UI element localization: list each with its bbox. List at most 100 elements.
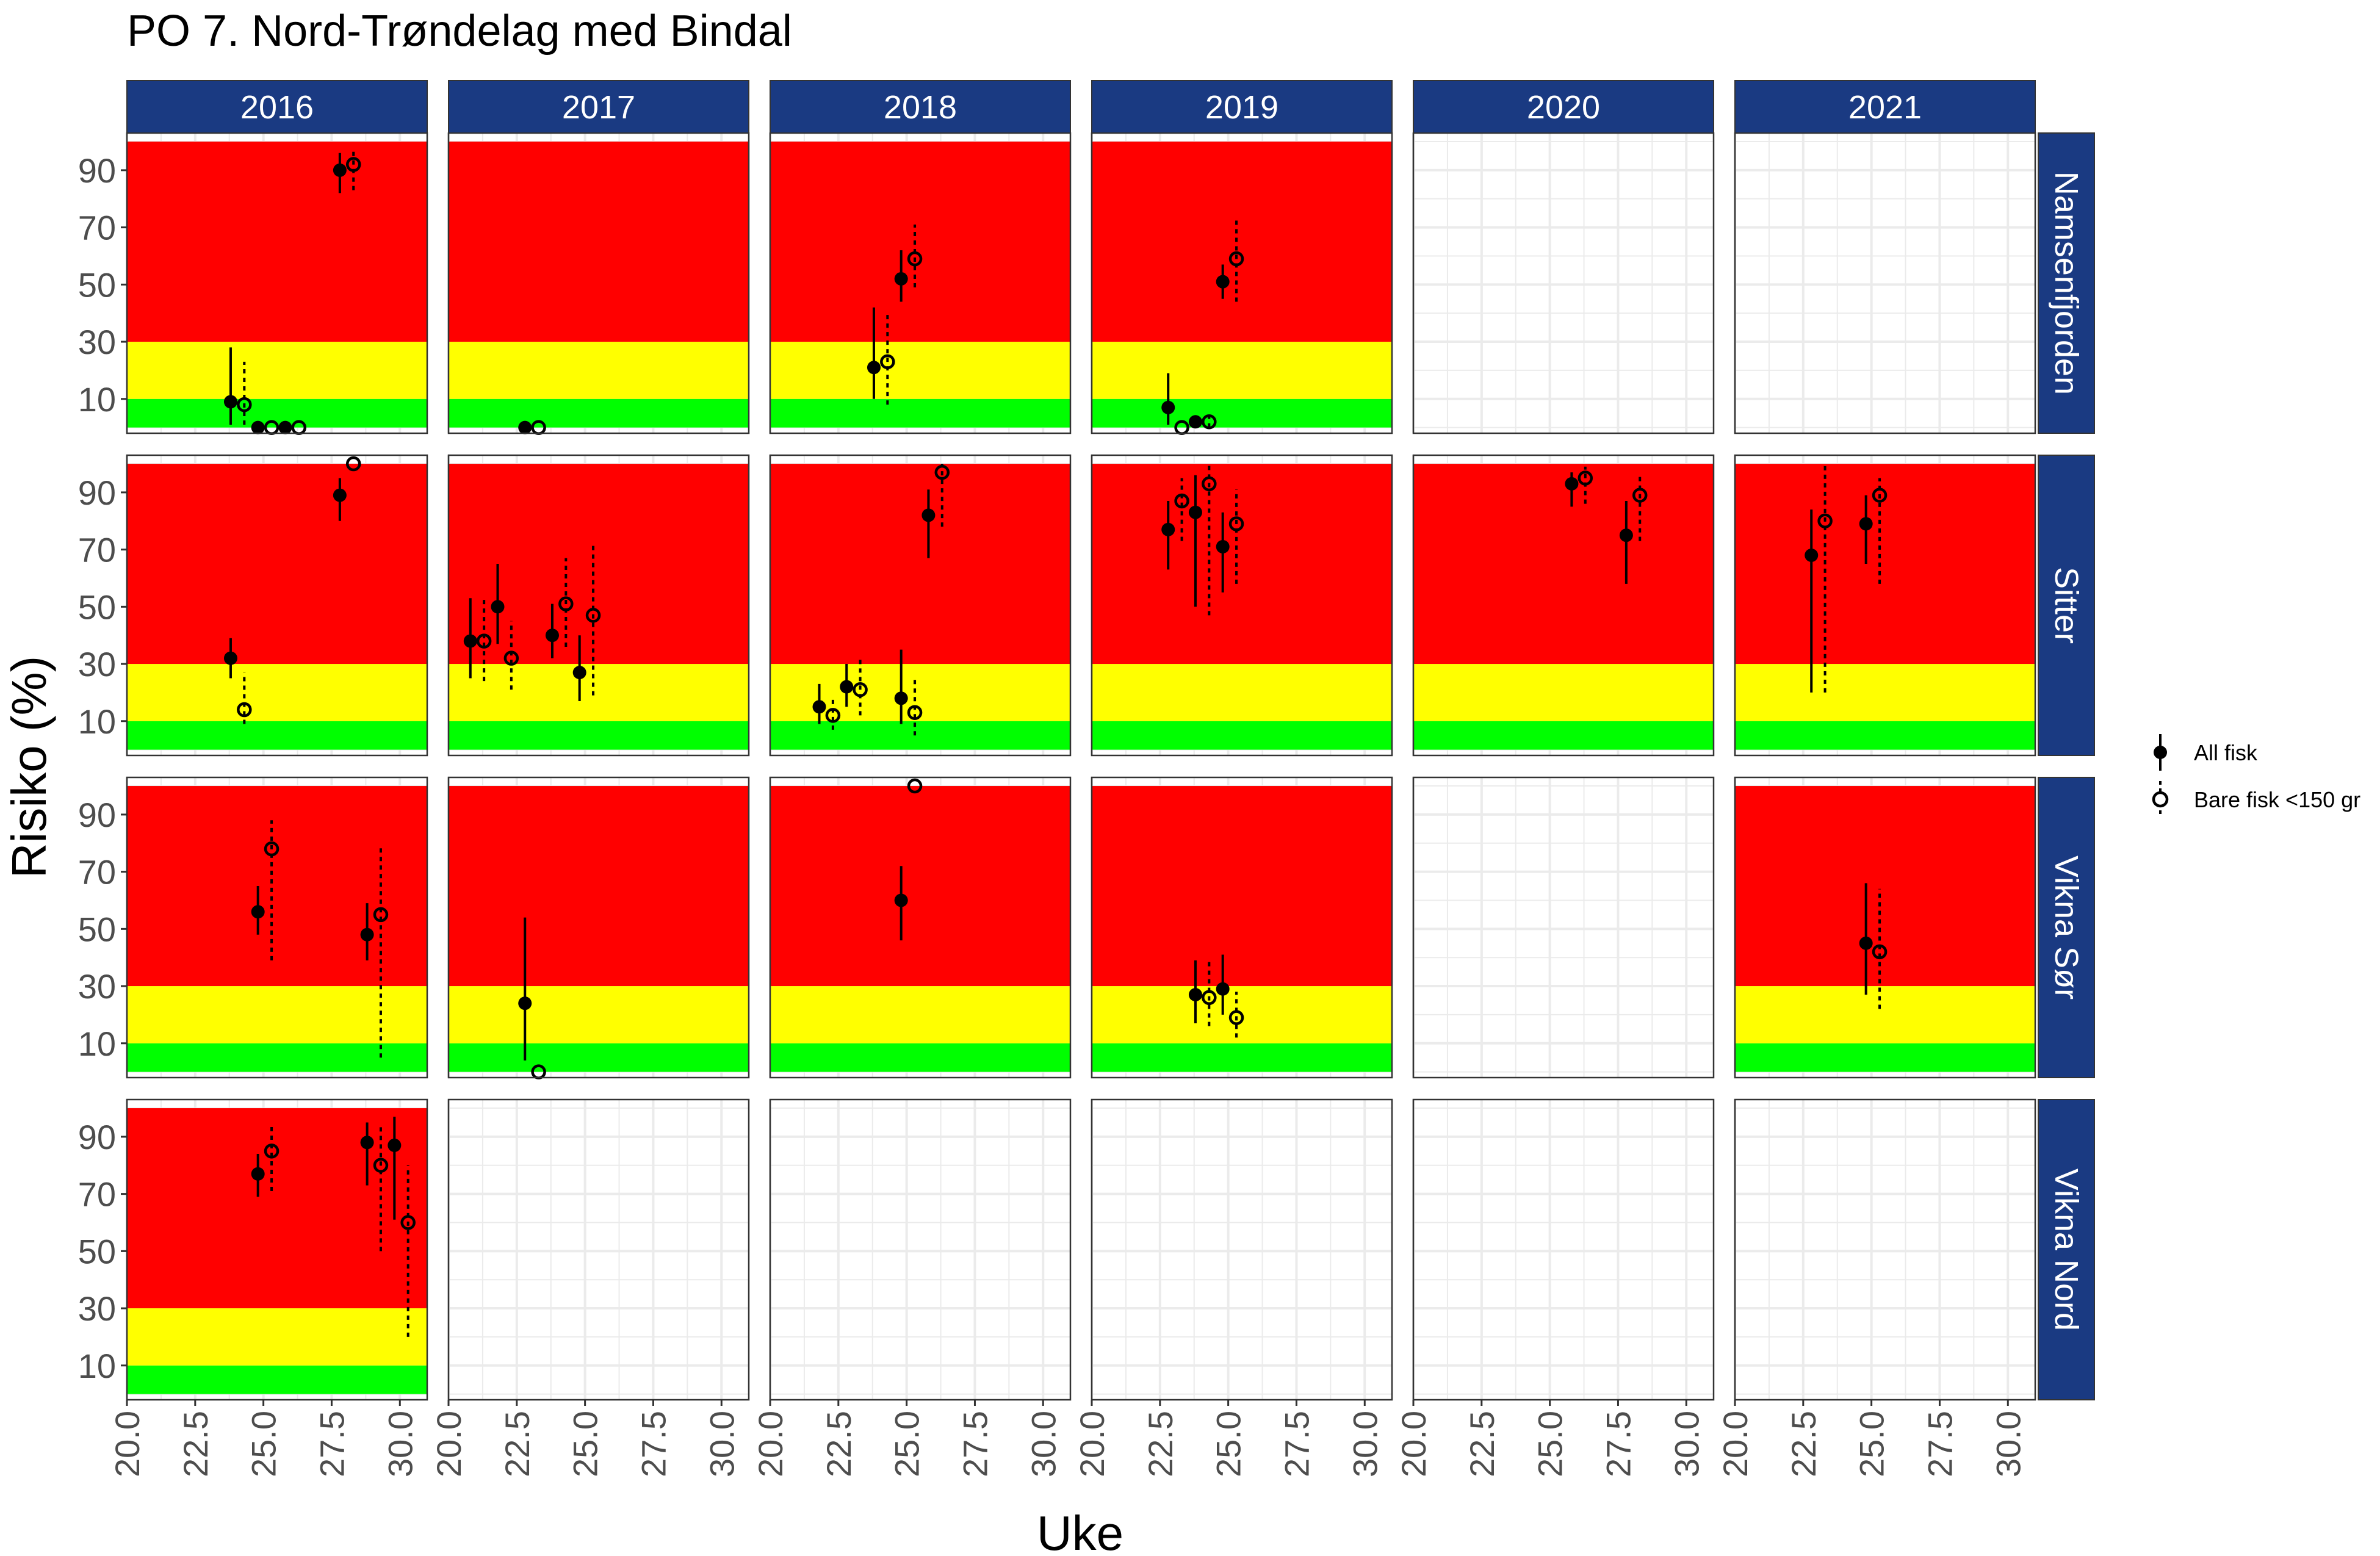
risk-band-red: [1413, 464, 1714, 665]
risk-band-yellow: [127, 664, 427, 721]
point-all-fisk: [1805, 549, 1819, 562]
panel-border: [126, 454, 428, 757]
y-tick-label: 50: [78, 588, 116, 626]
point-bare-fisk: [1228, 251, 1244, 267]
point-all-fisk: [360, 927, 374, 942]
x-tick-label: 30.0: [1346, 1411, 1384, 1477]
x-tick-label: 27.5: [1277, 1411, 1316, 1477]
point-all-fisk: [1188, 505, 1202, 519]
risk-band-red: [1092, 142, 1392, 342]
point-all-fisk: [1161, 522, 1175, 536]
panel-border: [1412, 454, 1715, 757]
year-strip-label: 2016: [240, 89, 314, 126]
panel-2020-sitter: [1412, 454, 1715, 757]
year-strip: [1734, 80, 2036, 134]
point-bare-fisk: [1202, 476, 1217, 492]
point-all-fisk: [1216, 982, 1230, 996]
point-all-fisk: [518, 996, 532, 1010]
panel-2018-vikna-nord: [769, 1098, 1072, 1401]
risk-band-green: [1092, 398, 1392, 428]
point-bare-fisk: [1578, 470, 1593, 486]
x-tick-label: 22.5: [1141, 1411, 1180, 1477]
panel-2020-vikna-nord: [1412, 1098, 1715, 1401]
x-tick-label: 30.0: [1989, 1411, 2027, 1477]
location-strip-label: Vikna Nord: [2048, 1169, 2085, 1331]
x-tick-label: 27.5: [634, 1411, 673, 1477]
risk-band-yellow: [1735, 986, 2035, 1043]
year-strip: [448, 80, 749, 134]
panel-2018-sitter: [769, 454, 1072, 757]
point-bare-fisk: [934, 464, 950, 480]
x-tick-label: 20.0: [751, 1411, 790, 1477]
point-bare-fisk: [907, 251, 923, 267]
point-bare-fisk: [585, 608, 601, 623]
panel-2021-sitter: [1734, 454, 2036, 757]
year-strip-label: 2017: [562, 89, 635, 126]
panel-2017-namsenfjorden: [447, 132, 750, 435]
point-all-fisk: [921, 508, 936, 522]
point-bare-fisk: [907, 705, 923, 720]
point-bare-fisk: [1202, 414, 1217, 430]
risk-band-yellow: [127, 1308, 427, 1366]
y-tick-label: 10: [78, 702, 116, 741]
risk-band-green: [1735, 721, 2035, 750]
point-bare-fisk: [345, 157, 361, 172]
point-bare-fisk: [1817, 513, 1833, 529]
risk-band-red: [770, 464, 1070, 665]
risk-band-green: [1735, 1043, 2035, 1072]
y-tick-label: 70: [78, 853, 116, 891]
panel-2017-vikna-sør: [447, 776, 750, 1079]
x-tick-label: 25.0: [566, 1411, 605, 1477]
point-all-fisk: [867, 361, 881, 375]
legend: All fisk Bare fisk <150 gr: [2152, 734, 2360, 818]
risk-band-yellow: [770, 342, 1070, 399]
point-bare-fisk: [264, 841, 279, 857]
x-tick-label: 22.5: [498, 1411, 536, 1477]
point-all-fisk: [333, 163, 347, 177]
point-all-fisk: [463, 634, 477, 648]
point-all-fisk: [894, 691, 908, 705]
y-tick-label: 50: [78, 265, 116, 304]
panel-border: [1091, 454, 1393, 757]
risk-band-red: [449, 142, 749, 342]
panel-2021-vikna-nord: [1734, 1098, 2036, 1401]
risk-band-yellow: [449, 986, 749, 1043]
year-strip: [770, 80, 1071, 134]
point-all-fisk: [1859, 517, 1873, 531]
y-tick-label: 50: [78, 910, 116, 948]
panel-border: [447, 454, 750, 757]
point-all-fisk: [1216, 539, 1230, 553]
point-bare-fisk: [237, 702, 252, 718]
x-tick-label: 22.5: [1463, 1411, 1501, 1477]
y-tick-label: 30: [78, 1289, 116, 1328]
risk-band-green: [1413, 721, 1714, 750]
x-tick-label: 20.0: [1073, 1411, 1111, 1477]
panel-2016-sitter: [126, 454, 428, 757]
point-all-fisk: [1188, 415, 1202, 429]
panel-background: [449, 1100, 749, 1400]
x-tick-label: 22.5: [176, 1411, 215, 1477]
x-axis-title: Uke: [1037, 1506, 1123, 1556]
legend-key-all-fisk-point: [2154, 746, 2167, 759]
point-all-fisk: [223, 651, 237, 665]
risk-band-yellow: [770, 986, 1070, 1043]
point-bare-fisk: [264, 1144, 279, 1159]
panel-2021-namsenfjorden: [1734, 132, 2036, 434]
panel-2016-vikna-nord: [126, 1098, 428, 1401]
point-all-fisk: [1859, 936, 1873, 950]
point-all-fisk: [894, 272, 908, 286]
point-all-fisk: [278, 420, 292, 434]
point-all-fisk: [333, 488, 347, 502]
panel-border: [447, 1098, 750, 1401]
point-all-fisk: [1216, 275, 1230, 289]
point-bare-fisk: [373, 907, 389, 923]
panel-border: [447, 776, 750, 1079]
panel-border: [769, 1098, 1072, 1401]
point-bare-fisk: [880, 354, 895, 370]
point-bare-fisk: [345, 456, 361, 472]
risk-band-yellow: [1735, 664, 2035, 721]
x-tick-label: 30.0: [381, 1411, 419, 1477]
year-strip: [1413, 80, 1714, 134]
panel-2021-vikna-sør: [1734, 776, 2036, 1079]
